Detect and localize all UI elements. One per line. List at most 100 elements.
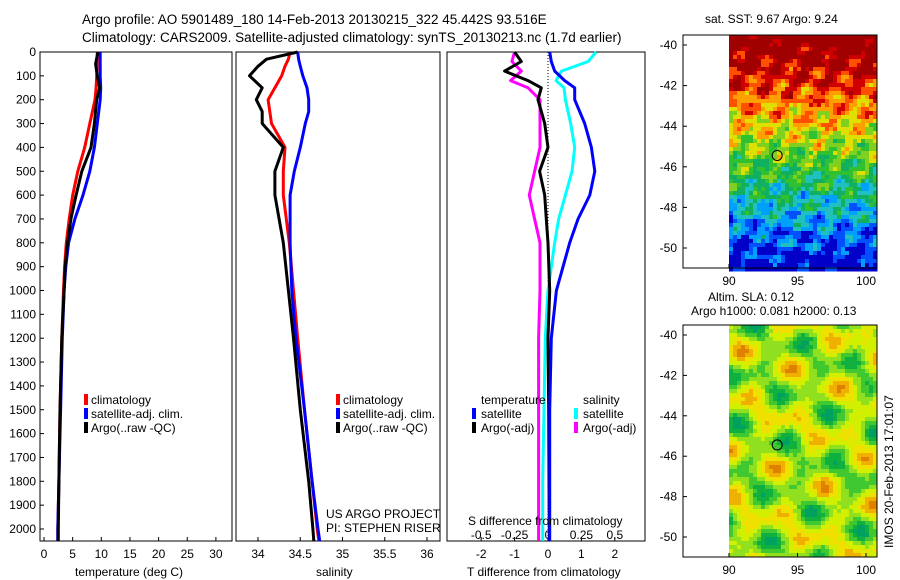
ytick-label: -42 [660, 79, 678, 93]
legend-label: Argo(..raw -QC) [343, 421, 428, 435]
xtick-label: 34.5 [289, 547, 313, 561]
ytick-label: 200 [16, 93, 36, 107]
ytick-label: 1500 [9, 403, 36, 417]
xtick-label: 25 [181, 547, 195, 561]
ytick-label: 1800 [9, 474, 36, 488]
legend-label: Argo(-adj) [481, 421, 534, 435]
xtick-label: 35.5 [373, 547, 397, 561]
ytick-label: -48 [660, 200, 678, 214]
difference-legend: temperature salinity satellite Argo(-adj… [472, 393, 636, 435]
ytick-label: -46 [660, 449, 678, 463]
xtick-label: 95 [791, 274, 805, 288]
tdiff-satellite-line [548, 51, 597, 541]
xtick-label: 95 [791, 563, 805, 577]
xtick-label: 35 [336, 547, 350, 561]
header-line2: Climatology: CARS2009. Satellite-adjuste… [82, 30, 622, 45]
legend-swatch-ssat [574, 408, 578, 419]
ytick-label: -40 [660, 38, 678, 52]
project-annotation: US ARGO PROJECT [326, 507, 441, 521]
pi-annotation: PI: STEPHEN RISER [326, 521, 441, 535]
legend-label: satellite-adj. clim. [343, 407, 435, 421]
legend-label: Argo(-adj) [583, 421, 636, 435]
map-frame [682, 324, 878, 558]
ytick-label: -50 [660, 241, 678, 255]
legend-swatch-satellite [336, 408, 340, 419]
salinity-axes [235, 51, 441, 542]
ytick-label: 1600 [9, 427, 36, 441]
imos-timestamp: IMOS 20-Feb-2013 17:01:07 [882, 395, 896, 548]
legend-label: satellite [481, 407, 522, 421]
sla-map: -40 -42 -44 -46 -48 -50 90 95 100 [660, 324, 878, 577]
sla-map-title-1: Altim. SLA: 0.12 [708, 290, 794, 304]
xtick-label: -2 [476, 547, 487, 561]
ytick-label: 500 [16, 164, 36, 178]
xtick-label: 90 [722, 274, 736, 288]
ytick-label: 1100 [10, 307, 36, 321]
ytick-label: 1300 [9, 355, 36, 369]
sla-map-title-2: Argo h1000: 0.081 h2000: 0.13 [691, 304, 857, 318]
x2tick-label: -0.25 [501, 528, 529, 542]
header-line1: Argo profile: AO 5901489_180 14-Feb-2013… [82, 12, 547, 27]
ytick-label: -50 [660, 530, 678, 544]
tdiff-xlabel: T difference from climatology [467, 565, 621, 579]
ytick-label: 900 [16, 260, 36, 274]
ytick-label: 1400 [9, 379, 36, 393]
xtick-label: 90 [722, 563, 736, 577]
legend-swatch-targo [472, 422, 476, 433]
sdiff-satellite-line [541, 51, 598, 541]
xtick-label: 100 [856, 563, 876, 577]
temperature-xlabel: temperature (deg C) [75, 565, 183, 579]
xtick-label: 36 [420, 547, 434, 561]
ytick-label: 1900 [9, 498, 36, 512]
legend-swatch-satellite [84, 408, 88, 419]
sst-map-title: sat. SST: 9.67 Argo: 9.24 [705, 12, 838, 26]
x2tick-label: -0.5 [471, 528, 492, 542]
ytick-label: 600 [16, 188, 36, 202]
xtick-label: 100 [856, 274, 876, 288]
legend-label: climatology [343, 393, 403, 407]
legend-swatch-argo [336, 422, 340, 433]
salinity-xlabel: salinity [316, 565, 353, 579]
difference-xaxis: -2 -1 0 1 2-0.5 -0.25 0 0.25 0.5 [471, 528, 624, 561]
ytick-label: 400 [16, 140, 36, 154]
x2tick-label: 0.5 [606, 528, 623, 542]
salinity-xaxis: 34 34.5 35 35.5 36 [251, 537, 434, 561]
legend-swatch-sargo [574, 422, 578, 433]
argo-location-marker [771, 149, 783, 161]
ytick-label: 300 [16, 117, 36, 131]
xtick-label: 1 [578, 547, 585, 561]
profile-lines [56, 50, 598, 542]
legend-label: climatology [91, 393, 151, 407]
ytick-label: -42 [660, 368, 678, 382]
legend-swatch-climatology [84, 394, 88, 405]
xtick-label: 5 [69, 547, 76, 561]
legend-swatch-tsat [472, 408, 476, 419]
temperature-legend: climatology satellite-adj. clim. Argo(..… [84, 393, 183, 435]
sst-map: -40 -42 -44 -46 -48 -50 90 95 100 [660, 34, 878, 288]
xtick-label: 34 [251, 547, 265, 561]
xtick-label: 10 [95, 547, 109, 561]
x2tick-label: 0.25 [570, 528, 594, 542]
sdiff-argo-line [509, 51, 542, 541]
temperature-axes [39, 51, 233, 542]
ytick-label: 100 [16, 69, 36, 83]
ytick-label: 1000 [9, 284, 36, 298]
salinity-satellite-line [288, 51, 322, 542]
legend-swatch-argo [84, 422, 88, 433]
legend-title: temperature [481, 393, 546, 407]
argo-location-marker [771, 439, 783, 451]
ytick-label: 1200 [9, 331, 36, 345]
xtick-label: 15 [123, 547, 137, 561]
ytick-label: 800 [16, 236, 36, 250]
legend-label: satellite-adj. clim. [91, 407, 183, 421]
ytick-label: 1700 [9, 450, 36, 464]
temperature-xaxis: 0 5 10 15 20 25 30 [41, 537, 223, 561]
temperature-argo-line [56, 51, 102, 541]
ytick-label: -48 [660, 490, 678, 504]
xtick-label: -1 [509, 547, 520, 561]
sdiff-xlabel: S difference from climatology [468, 514, 623, 528]
ytick-label: 2000 [9, 522, 36, 536]
legend-label: Argo(..raw -QC) [91, 421, 176, 435]
xtick-label: 30 [209, 547, 223, 561]
ytick-label: -44 [660, 409, 678, 423]
